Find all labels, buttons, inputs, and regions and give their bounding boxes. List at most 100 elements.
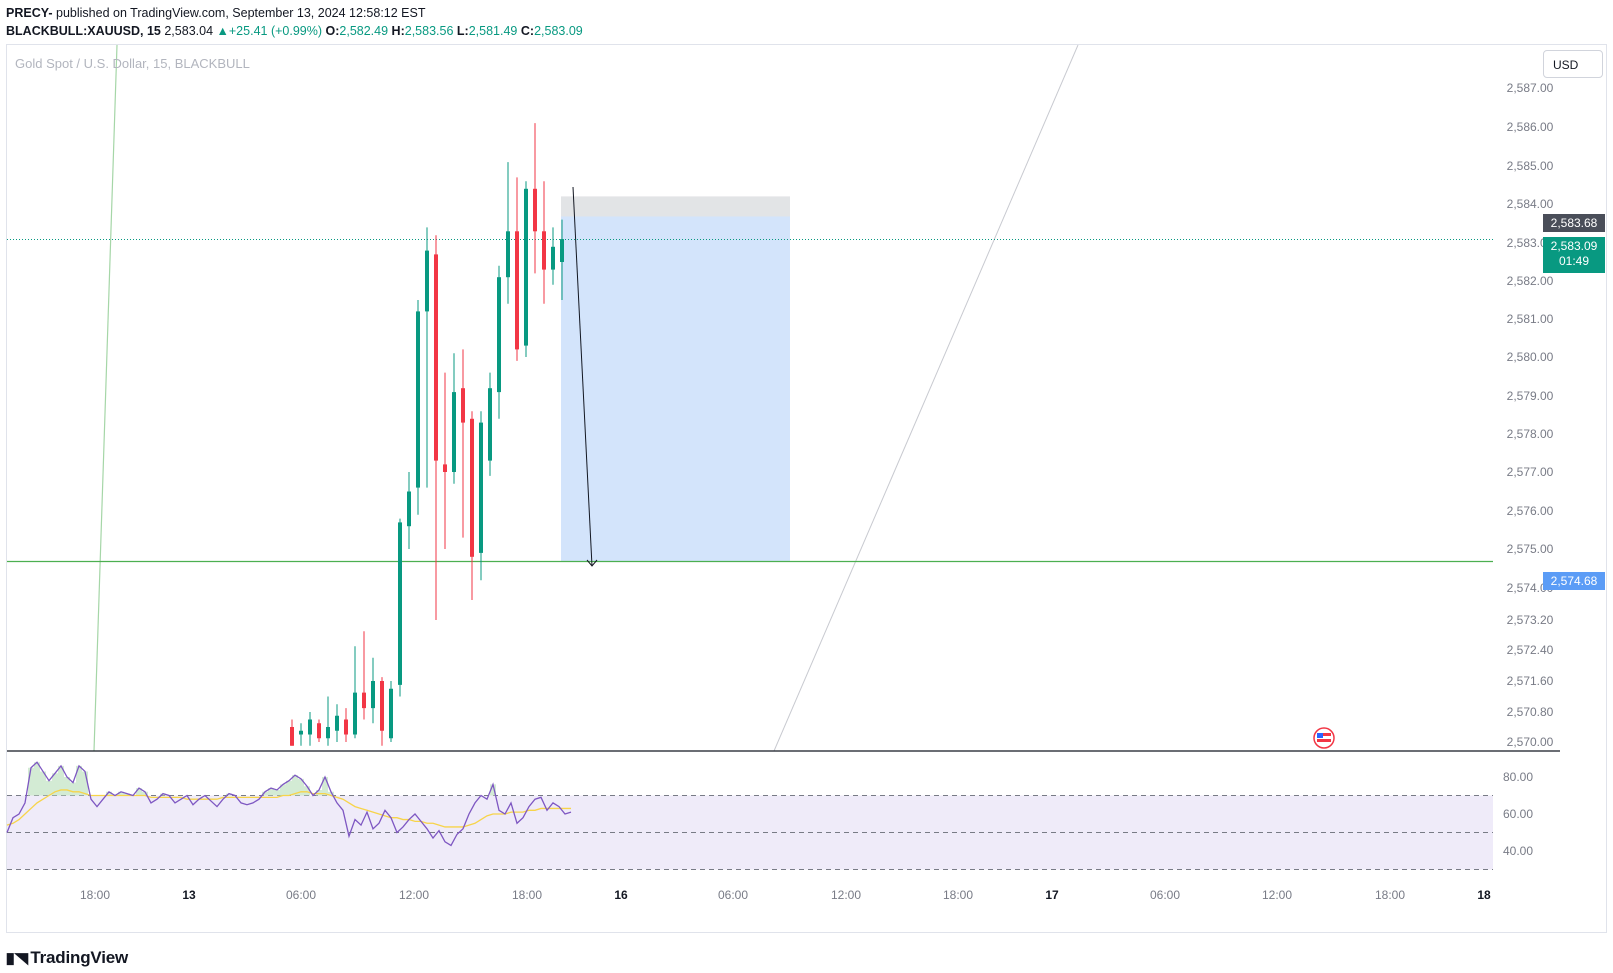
rsi-axis-label: 60.00 <box>1503 807 1533 821</box>
time-axis-label: 16 <box>614 888 628 902</box>
candle-body <box>488 388 492 461</box>
price-axis-label: 2,578.00 <box>1507 427 1554 441</box>
us-flag-canton <box>1317 733 1323 738</box>
symbol-label: BLACKBULL:XAUUSD, 15 <box>6 24 161 38</box>
prediction-arrow-head <box>586 559 598 567</box>
price-change: ▲+25.41 (+0.99%) <box>216 24 323 38</box>
rsi-overbought-fill <box>28 762 496 796</box>
prediction-arrow <box>572 186 593 567</box>
price-axis-label: 2,582.00 <box>1507 274 1554 288</box>
time-axis-label: 06:00 <box>286 888 316 902</box>
time-axis-label: 18:00 <box>943 888 973 902</box>
price-axis-label: 2,579.00 <box>1507 389 1554 403</box>
price-axis-label: 2,585.00 <box>1507 159 1554 173</box>
target-zone <box>561 216 790 562</box>
price-axis-label: 2,576.00 <box>1507 504 1554 518</box>
candle-body <box>353 692 357 735</box>
price-axis-label: 2,580.00 <box>1507 350 1554 364</box>
candle-body <box>479 422 483 553</box>
candle-body <box>443 464 447 472</box>
candle-body <box>299 730 303 735</box>
price-axis-label: 2,586.00 <box>1507 120 1554 134</box>
price-axis-label: 2,581.00 <box>1507 312 1554 326</box>
time-axis-label: 18 <box>1477 888 1491 902</box>
candle-body <box>335 715 339 731</box>
time-axis-label: 06:00 <box>718 888 748 902</box>
candle-body <box>317 723 321 739</box>
close-label: C: <box>520 24 535 38</box>
candle-body <box>560 239 564 262</box>
price-axis-label: 2,570.80 <box>1507 705 1554 719</box>
high-value: 2,583.56 <box>404 24 454 38</box>
us-flag-stripe <box>1317 733 1331 736</box>
entry-price-tag: 2,583.68 <box>1543 214 1605 232</box>
candle-body <box>542 231 546 270</box>
price-axis-label: 2,584.00 <box>1507 197 1554 211</box>
low-value: 2,581.49 <box>468 24 518 38</box>
price-axis-label: 2,573.20 <box>1507 613 1554 627</box>
stop-zone <box>561 196 790 217</box>
candle-body <box>362 692 366 709</box>
countdown-timer: 01:49 <box>1558 254 1590 268</box>
tradingview-logo[interactable]: ▮◥ TradingView <box>5 948 129 968</box>
candle-body <box>308 719 312 735</box>
time-axis-label: 18:00 <box>80 888 110 902</box>
publish-info: PRECY- published on TradingView.com, Sep… <box>6 6 425 20</box>
candle-body <box>380 681 384 731</box>
time-axis-label: 06:00 <box>1150 888 1180 902</box>
publish-text: published on TradingView.com, September … <box>52 6 426 20</box>
rsi-axis-label: 40.00 <box>1503 844 1533 858</box>
high-label: H: <box>391 24 405 38</box>
rsi-line <box>6 761 572 847</box>
open-label: O: <box>325 24 340 38</box>
ohlc-legend: BLACKBULL:XAUUSD, 15 2,583.04 ▲+25.41 (+… <box>6 24 583 38</box>
price-axis-label: 2,570.00 <box>1507 735 1554 749</box>
target-price-tag: 2,574.68 <box>1543 572 1605 590</box>
price-axis-label: 2,571.60 <box>1507 674 1554 688</box>
candle-body <box>497 277 501 393</box>
main-pane <box>7 45 1493 751</box>
candle-body <box>326 727 330 739</box>
last-price: 2,583.04 <box>164 24 214 38</box>
candle-body <box>506 231 510 278</box>
last-price-tag: 2,583.09 01:49 <box>1543 237 1605 273</box>
price-axis-label: 2,587.00 <box>1507 81 1554 95</box>
trend-line-right <box>773 45 1079 751</box>
candle-body <box>371 681 375 709</box>
rsi-ma-line <box>6 789 571 828</box>
candle-body <box>470 418 474 557</box>
last-price-tag-value: 2,583.09 <box>1550 239 1598 253</box>
time-axis-label: 12:00 <box>399 888 429 902</box>
low-label: L: <box>456 24 469 38</box>
author-name[interactable]: PRECY- <box>6 6 53 20</box>
time-axis-label: 12:00 <box>1262 888 1292 902</box>
price-axis-label: 2,574.00 <box>1507 581 1554 595</box>
time-axis-label: 17 <box>1045 888 1059 902</box>
candle-body <box>389 688 393 739</box>
candle-body <box>407 491 411 527</box>
tradingview-brand: TradingView <box>30 948 129 967</box>
candle-body <box>515 231 519 350</box>
candle-body <box>344 719 348 735</box>
time-axis-label: 12:00 <box>831 888 861 902</box>
price-axis-label: 2,572.40 <box>1507 643 1554 657</box>
candle-body <box>461 388 465 423</box>
candle-body <box>398 522 402 685</box>
us-flag-stripe <box>1317 739 1331 742</box>
candle-body <box>290 727 294 746</box>
symbol-description: Gold Spot / U.S. Dollar, 15, BLACKBULL <box>15 56 250 71</box>
candle-body <box>425 250 429 312</box>
candle-body <box>452 392 456 472</box>
time-axis-label: 18:00 <box>512 888 542 902</box>
chart-frame <box>6 44 1607 933</box>
trend-line-left <box>93 45 118 751</box>
candle-body <box>551 246 555 270</box>
time-axis-label: 13 <box>182 888 196 902</box>
price-axis-label: 2,577.00 <box>1507 465 1554 479</box>
currency-button[interactable]: USD <box>1543 50 1603 78</box>
price-axis-label: 2,583.00 <box>1507 236 1554 250</box>
tradingview-logo-icon: ▮◥ <box>5 950 29 967</box>
time-axis-label: 18:00 <box>1375 888 1405 902</box>
candle-body <box>434 254 438 461</box>
